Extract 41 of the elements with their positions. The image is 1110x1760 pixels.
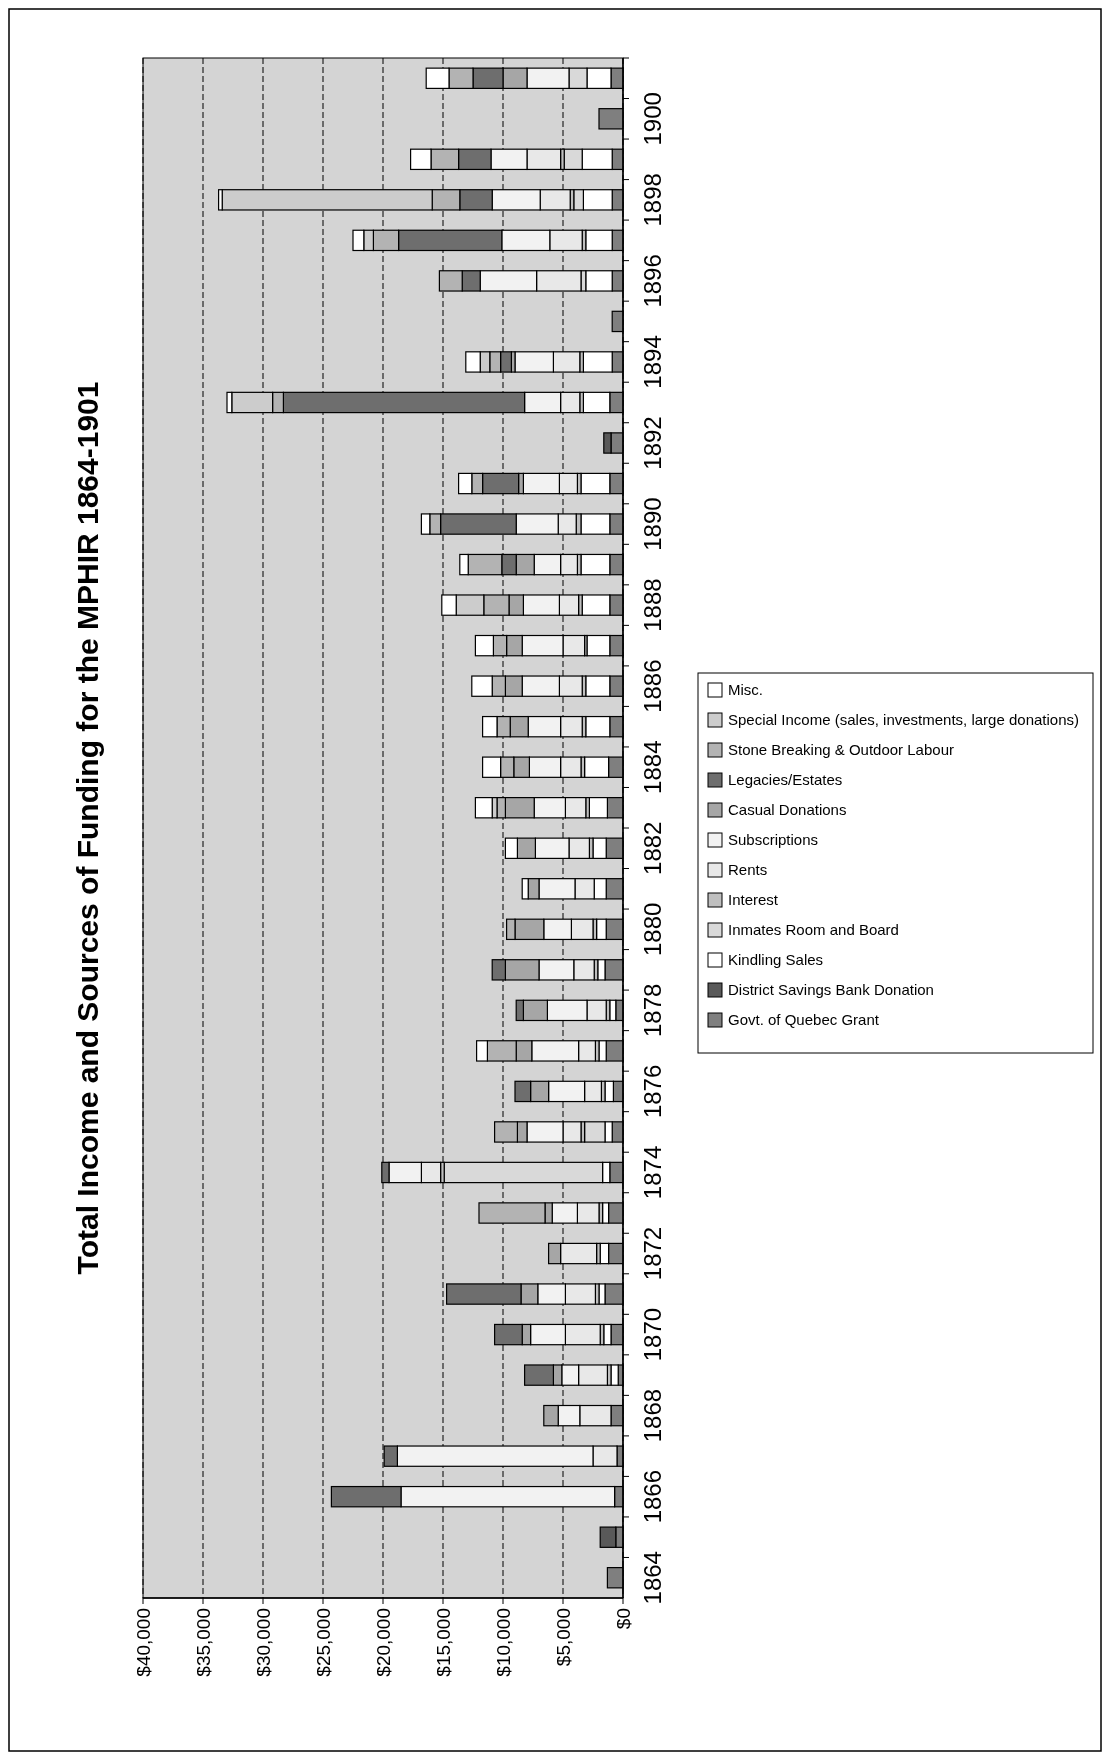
y-tick-label: 1878 (639, 983, 667, 1038)
legend-label: Govt. of Quebec Grant (728, 1011, 880, 1029)
legend-label: Rents (728, 861, 768, 879)
y-tick-label: 1890 (639, 497, 667, 551)
x-tick-label: $35,000 (192, 1608, 214, 1677)
y-tick-label: 1900 (639, 92, 667, 146)
y-tick-label: 1894 (639, 335, 667, 389)
y-tick-label: 1884 (639, 740, 667, 794)
legend-label: Interest (728, 891, 779, 909)
x-tick-label: $40,000 (132, 1608, 154, 1677)
y-tick-label: 1892 (639, 416, 667, 470)
y-tick-label: 1880 (639, 902, 667, 957)
legend-label: Casual Donations (728, 801, 847, 819)
x-tick-label: $25,000 (312, 1608, 334, 1677)
y-tick-label: 1896 (639, 254, 667, 308)
x-tick-label: $30,000 (252, 1608, 274, 1677)
legend-label: Stone Breaking & Outdoor Labour (728, 741, 954, 759)
x-tick-label: $15,000 (432, 1608, 454, 1677)
y-tick-label: 1872 (639, 1226, 667, 1281)
y-tick-label: 1864 (639, 1551, 667, 1605)
legend-label: Subscriptions (728, 831, 819, 849)
legend-label: Misc. (728, 681, 763, 699)
y-tick-label: 1898 (639, 173, 667, 227)
y-tick-label: 1886 (639, 659, 667, 713)
x-tick-label: $20,000 (372, 1608, 394, 1677)
x-tick-label: $5,000 (552, 1608, 574, 1667)
y-tick-label: 1868 (639, 1388, 667, 1443)
legend-label: Kindling Sales (728, 951, 824, 969)
y-tick-label: 1888 (639, 578, 667, 632)
y-tick-label: 1874 (639, 1145, 667, 1200)
y-tick-label: 1876 (639, 1064, 667, 1119)
legend-label: District Savings Bank Donation (728, 981, 934, 999)
y-tick-label: 1866 (639, 1469, 667, 1524)
legend-label: Legacies/Estates (728, 771, 843, 789)
text: Total Income and Sources of Funding for the MPHIR 1864-1901 (71, 381, 104, 1275)
legend-label: Special Income (sales, investments, large donations) (728, 711, 1080, 729)
x-tick-label: $0 (612, 1608, 634, 1630)
y-tick-label: 1870 (639, 1307, 667, 1362)
y-tick-label: 1882 (639, 821, 667, 875)
x-tick-label: $10,000 (492, 1608, 514, 1677)
legend-label: Inmates Room and Board (728, 921, 899, 939)
